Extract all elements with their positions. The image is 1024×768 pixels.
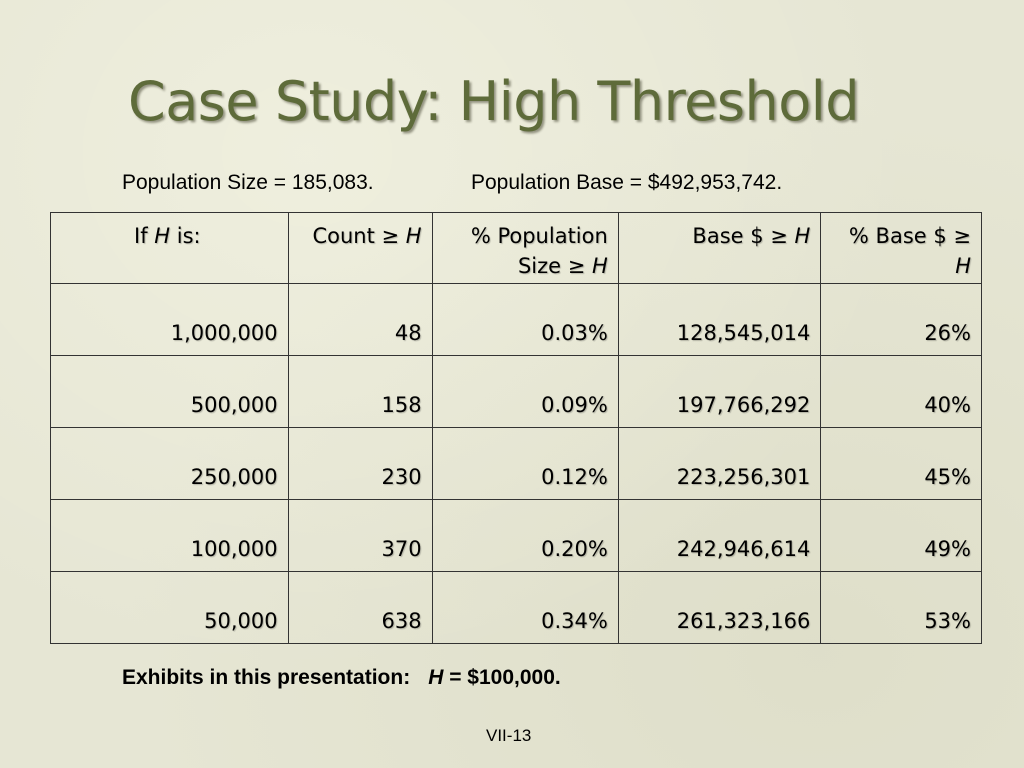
- cell-threshold: 100,000: [50, 499, 289, 572]
- table-row: 50,000 638 0.34% 261,323,166 53%: [50, 571, 982, 644]
- exhibits-label: Exhibits in this presentation:: [122, 666, 411, 689]
- exhibits-value: = $100,000.: [443, 666, 561, 689]
- threshold-table: If H is: Count ≥ H % Population Size ≥ H …: [50, 212, 982, 644]
- header-threshold: If H is:: [50, 212, 289, 284]
- cell-base-dollars: 128,545,014: [617, 283, 822, 356]
- cell-percent-base: 49%: [820, 499, 982, 572]
- cell-count: 158: [287, 355, 433, 428]
- cell-threshold: 50,000: [50, 571, 289, 644]
- table-header-row: If H is: Count ≥ H % Population Size ≥ H …: [50, 212, 982, 284]
- cell-percent-population: 0.20%: [431, 499, 619, 572]
- header-base-dollars: Base $ ≥ H: [617, 212, 822, 284]
- cell-percent-population: 0.03%: [431, 283, 619, 356]
- cell-threshold: 500,000: [50, 355, 289, 428]
- population-base: Population Base = $492,953,742.: [471, 171, 783, 194]
- cell-count: 638: [287, 571, 433, 644]
- slide-title: Case Study: High Threshold: [128, 70, 860, 133]
- cell-percent-base: 45%: [820, 427, 982, 500]
- cell-threshold: 1,000,000: [50, 283, 289, 356]
- cell-count: 230: [287, 427, 433, 500]
- page-number: VII-13: [486, 726, 532, 745]
- cell-base-dollars: 223,256,301: [617, 427, 822, 500]
- cell-base-dollars: 242,946,614: [617, 499, 822, 572]
- exhibits-note: Exhibits in this presentation: H = $100,0…: [122, 666, 561, 690]
- exhibits-variable: H: [428, 666, 444, 689]
- cell-percent-population: 0.09%: [431, 355, 619, 428]
- header-percent-base: % Base $ ≥ H: [820, 212, 982, 284]
- cell-count: 370: [287, 499, 433, 572]
- table-row: 500,000 158 0.09% 197,766,292 40%: [50, 355, 982, 428]
- cell-percent-base: 26%: [820, 283, 982, 356]
- cell-percent-population: 0.34%: [431, 571, 619, 644]
- cell-base-dollars: 261,323,166: [617, 571, 822, 644]
- population-size: Population Size = 185,083.: [122, 171, 374, 194]
- header-count: Count ≥ H: [287, 212, 433, 284]
- table-row: 250,000 230 0.12% 223,256,301 45%: [50, 427, 982, 500]
- cell-threshold: 250,000: [50, 427, 289, 500]
- table-row: 100,000 370 0.20% 242,946,614 49%: [50, 499, 982, 572]
- cell-percent-base: 40%: [820, 355, 982, 428]
- table-row: 1,000,000 48 0.03% 128,545,014 26%: [50, 283, 982, 356]
- cell-count: 48: [287, 283, 433, 356]
- header-percent-population: % Population Size ≥ H: [431, 212, 619, 284]
- cell-percent-base: 53%: [820, 571, 982, 644]
- cell-base-dollars: 197,766,292: [617, 355, 822, 428]
- cell-percent-population: 0.12%: [431, 427, 619, 500]
